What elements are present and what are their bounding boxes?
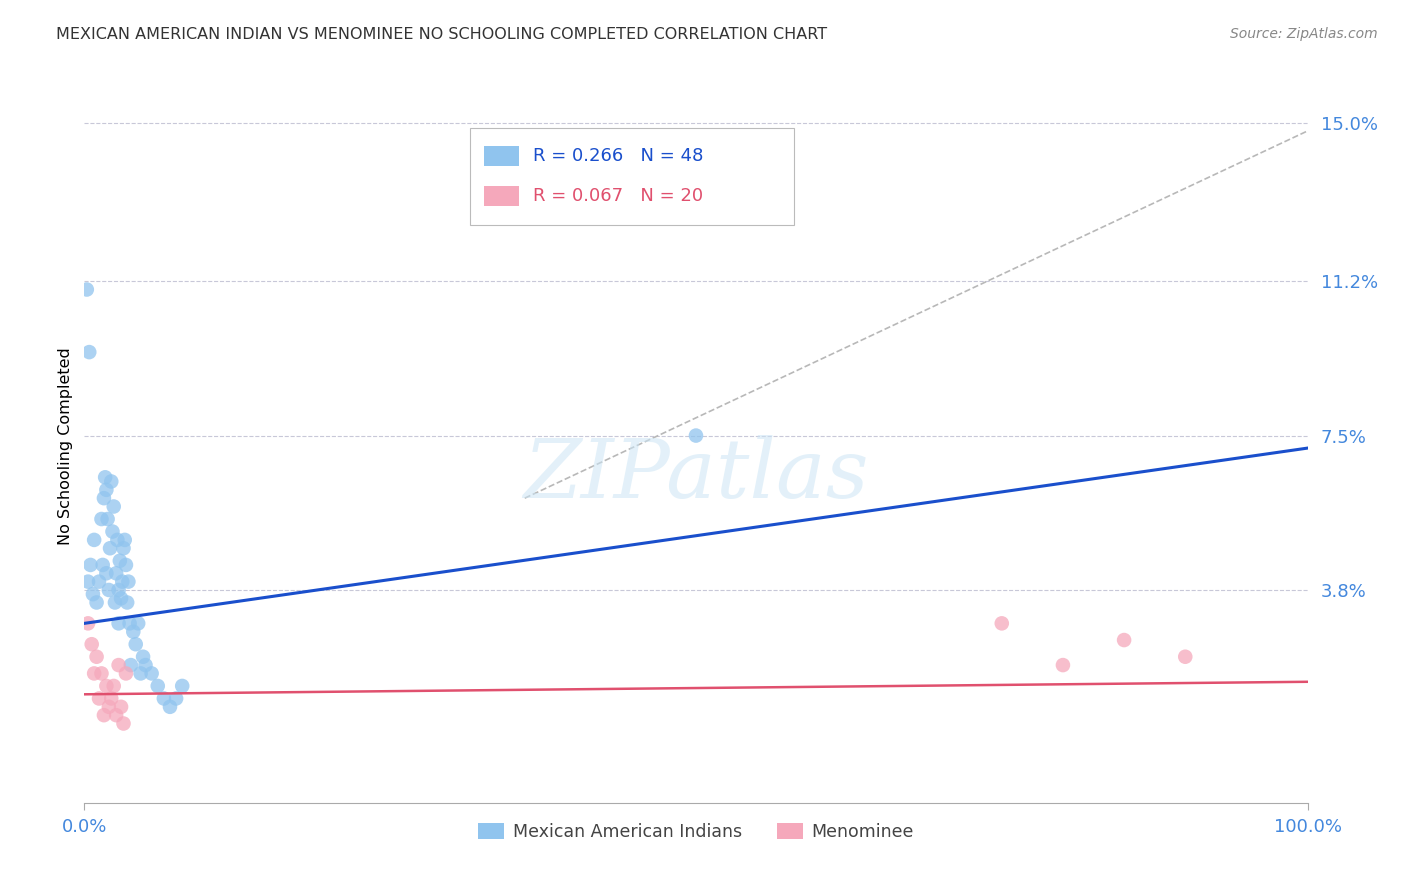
Point xyxy=(101,524,124,539)
FancyBboxPatch shape xyxy=(484,145,519,166)
Point xyxy=(115,595,138,609)
Point xyxy=(1174,649,1197,664)
Point xyxy=(172,679,194,693)
Point xyxy=(108,554,131,568)
Point xyxy=(1114,633,1136,648)
Point xyxy=(125,637,148,651)
Point xyxy=(90,512,112,526)
Point xyxy=(112,541,135,556)
Point xyxy=(93,491,115,505)
Point xyxy=(83,666,105,681)
Point xyxy=(153,691,176,706)
Point xyxy=(93,708,115,723)
Point xyxy=(77,574,100,589)
Point xyxy=(165,691,187,706)
Point xyxy=(135,658,157,673)
Point xyxy=(104,595,127,609)
Point xyxy=(83,533,105,547)
Point xyxy=(97,512,120,526)
Text: R = 0.067   N = 20: R = 0.067 N = 20 xyxy=(533,187,703,205)
Point xyxy=(111,574,134,589)
Point xyxy=(107,658,129,673)
Y-axis label: No Schooling Completed: No Schooling Completed xyxy=(58,347,73,545)
Point xyxy=(1052,658,1074,673)
Point xyxy=(105,566,128,581)
Point xyxy=(79,558,101,572)
Point xyxy=(86,595,108,609)
Point xyxy=(80,637,103,651)
Legend: Mexican American Indians, Menominee: Mexican American Indians, Menominee xyxy=(471,816,921,847)
Point xyxy=(77,616,100,631)
Point xyxy=(114,533,136,547)
Point xyxy=(685,428,707,442)
Point xyxy=(97,699,120,714)
Point xyxy=(991,616,1014,631)
FancyBboxPatch shape xyxy=(484,186,519,206)
Text: MEXICAN AMERICAN INDIAN VS MENOMINEE NO SCHOOLING COMPLETED CORRELATION CHART: MEXICAN AMERICAN INDIAN VS MENOMINEE NO … xyxy=(56,27,827,42)
Point xyxy=(141,666,163,681)
Point xyxy=(107,616,129,631)
Point xyxy=(127,616,149,631)
Point xyxy=(87,574,110,589)
Text: Source: ZipAtlas.com: Source: ZipAtlas.com xyxy=(1230,27,1378,41)
Point xyxy=(107,582,129,597)
Point xyxy=(87,691,110,706)
Point xyxy=(159,699,181,714)
Point xyxy=(146,679,169,693)
Point xyxy=(129,666,152,681)
Point xyxy=(120,658,142,673)
Point xyxy=(112,716,135,731)
Point xyxy=(132,649,155,664)
Point xyxy=(103,500,125,514)
Point xyxy=(115,666,138,681)
Point xyxy=(86,649,108,664)
FancyBboxPatch shape xyxy=(470,128,794,225)
Point xyxy=(118,616,141,631)
Point xyxy=(94,470,117,484)
Point xyxy=(96,566,118,581)
Point xyxy=(91,558,114,572)
Point xyxy=(98,541,121,556)
Point xyxy=(82,587,104,601)
Point xyxy=(100,691,122,706)
Point xyxy=(90,666,112,681)
Point xyxy=(115,558,138,572)
Point xyxy=(122,624,145,639)
Text: R = 0.266   N = 48: R = 0.266 N = 48 xyxy=(533,146,703,164)
Point xyxy=(96,483,118,497)
Point xyxy=(100,475,122,489)
Point xyxy=(117,574,139,589)
Point xyxy=(105,708,128,723)
Point xyxy=(103,679,125,693)
Point xyxy=(110,591,132,606)
Point xyxy=(77,345,100,359)
Point xyxy=(105,533,128,547)
Point xyxy=(96,679,118,693)
Point xyxy=(76,283,98,297)
Point xyxy=(110,699,132,714)
Point xyxy=(97,582,120,597)
Text: ZIPatlas: ZIPatlas xyxy=(523,434,869,515)
